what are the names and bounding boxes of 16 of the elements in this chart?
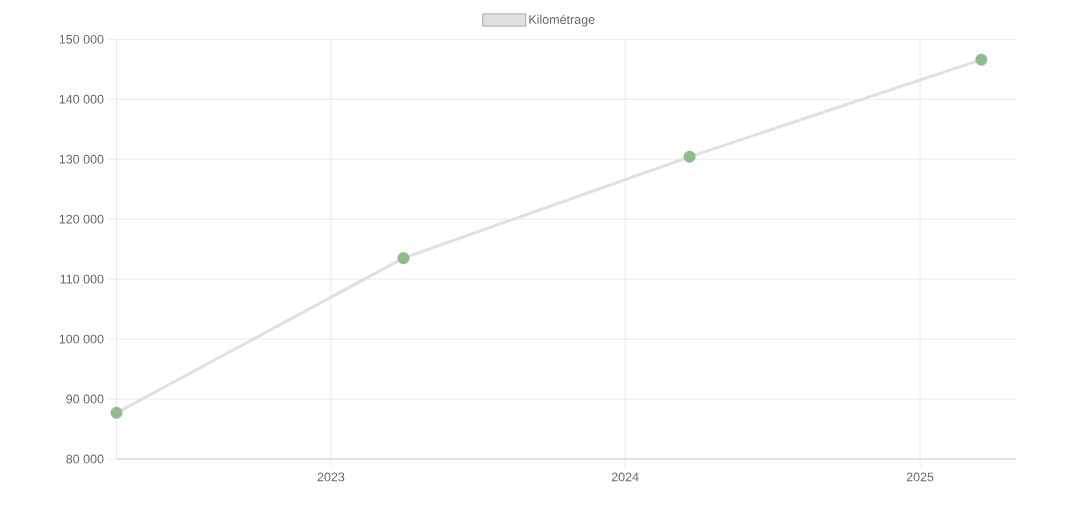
point	[683, 150, 696, 163]
y-tick-label: 140 000	[59, 94, 104, 104]
y-tick-label: 100 000	[59, 334, 104, 344]
point	[397, 252, 410, 265]
y-tick-label: 80 000	[66, 454, 104, 464]
y-tick-label: 90 000	[66, 394, 104, 404]
point	[975, 53, 988, 66]
y-tick-label: 120 000	[59, 214, 104, 224]
y-tick-label: 150 000	[59, 34, 104, 44]
y-tick-label: 110 000	[60, 274, 104, 284]
legend-label: Kilométrage	[529, 14, 595, 27]
x-tick-label: 2024	[611, 472, 639, 482]
x-tick-label: 2025	[906, 472, 934, 482]
x-tick-label: 2023	[317, 472, 345, 482]
point	[110, 406, 123, 419]
y-tick-label: 130 000	[59, 154, 104, 164]
